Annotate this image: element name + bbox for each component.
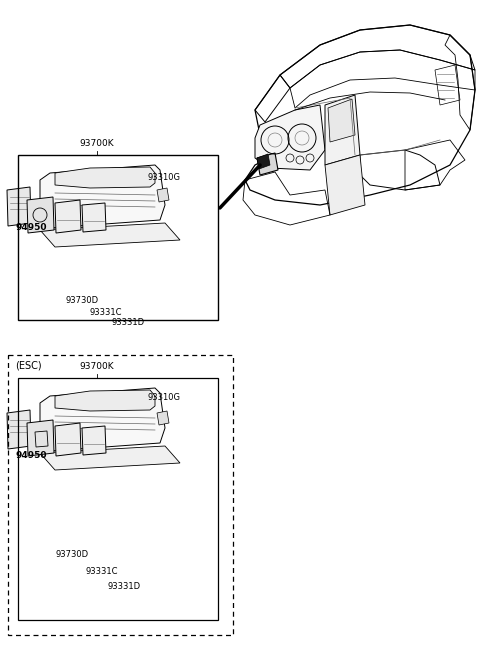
Text: 93730D: 93730D [55,550,88,559]
Polygon shape [325,95,360,165]
Text: 94950: 94950 [16,224,48,232]
Polygon shape [82,426,106,455]
Polygon shape [55,390,155,411]
Text: 93700K: 93700K [80,139,114,148]
Polygon shape [255,105,325,170]
Polygon shape [40,446,180,470]
Polygon shape [40,388,165,451]
Polygon shape [7,187,31,226]
Polygon shape [157,411,169,425]
Text: 93331D: 93331D [112,318,145,327]
Polygon shape [27,420,54,456]
Bar [8,355,233,635]
Polygon shape [157,188,169,202]
Polygon shape [55,167,155,188]
Polygon shape [55,423,81,456]
Text: (ESC): (ESC) [15,360,42,370]
Polygon shape [257,153,278,175]
Polygon shape [27,197,54,233]
Text: 94950: 94950 [16,451,48,459]
Polygon shape [7,410,31,449]
Text: 93730D: 93730D [65,296,98,305]
Polygon shape [82,203,106,232]
Polygon shape [328,99,355,142]
Bar [18,378,218,620]
Bar [18,155,218,320]
Text: 93310G: 93310G [148,393,181,402]
Polygon shape [257,154,270,169]
Text: 93331C: 93331C [85,567,118,576]
Text: 93331D: 93331D [108,582,141,591]
Text: 93700K: 93700K [80,362,114,371]
Polygon shape [40,165,165,228]
Polygon shape [40,223,180,247]
Text: 93310G: 93310G [148,173,181,182]
Polygon shape [55,200,81,233]
Polygon shape [325,155,365,215]
Text: 93331C: 93331C [90,308,122,317]
